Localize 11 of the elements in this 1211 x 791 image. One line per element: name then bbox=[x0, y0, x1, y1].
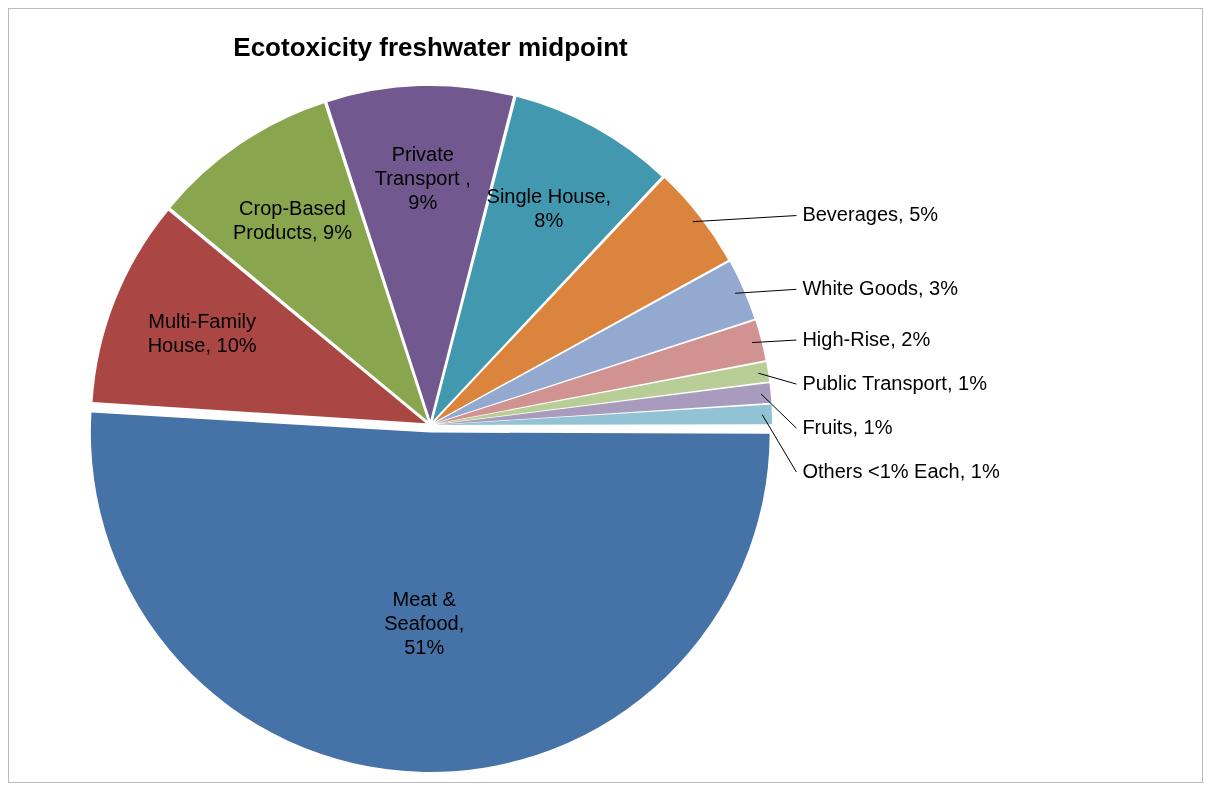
chart-title: Ecotoxicity freshwater midpoint bbox=[233, 31, 629, 62]
slice-label: Beverages, 5% bbox=[802, 203, 939, 226]
slice-label: Meat & Seafood, 51% bbox=[384, 587, 465, 658]
slice-label: Private Transport , 9% bbox=[374, 143, 471, 214]
slice-label: Crop-Based Products, 9% bbox=[232, 197, 353, 244]
slice-label: Multi-Family House, 10% bbox=[147, 310, 257, 357]
slice-label: White Goods, 3% bbox=[802, 276, 959, 299]
slice-label: Public Transport, 1% bbox=[802, 371, 988, 394]
slice-label: High-Rise, 2% bbox=[802, 327, 931, 350]
slice-label: Others <1% Each, 1% bbox=[802, 459, 1000, 482]
slice-label: Fruits, 1% bbox=[802, 415, 893, 438]
